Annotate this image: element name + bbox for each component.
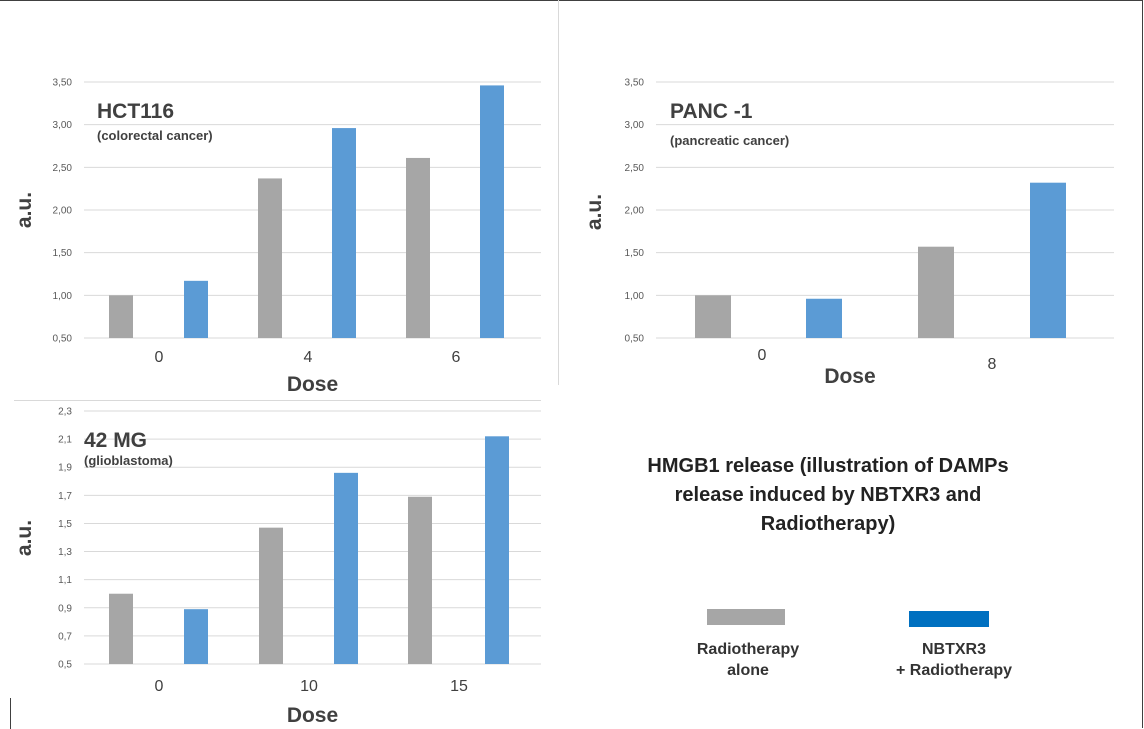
legend-label-radiotherapy: Radiotherapy alone [668,639,828,681]
y-axis-title: a.u. [13,192,36,228]
y-tick-label: 0,7 [58,631,72,642]
x-tick-label: 0 [758,347,767,364]
y-tick-label: 0,50 [53,334,73,345]
y-tick-label: 1,00 [53,291,73,302]
y-tick-label: 2,1 [58,435,72,446]
y-tick-label: 1,50 [625,248,645,259]
y-tick-label: 1,9 [58,463,72,474]
x-tick-label: 0 [155,678,164,695]
bar-nbtxr3 [332,128,356,338]
bar-nbtxr3 [806,298,842,338]
x-tick-label: 15 [450,678,468,695]
y-axis-title: a.u. [583,194,606,230]
x-tick-label: 6 [452,349,461,366]
legend-label-nbtxr3: NBTXR3 + Radiotherapy [869,639,1039,681]
y-tick-label: 2,00 [625,206,645,217]
y-tick-label: 2,50 [53,163,73,174]
chart-title: HCT116 [97,100,174,123]
bar-nbtxr3 [184,280,208,338]
chart-subtitle: (pancreatic cancer) [670,133,789,148]
bar-radiotherapy [695,295,731,338]
legend-label-line: + Radiotherapy [895,662,1013,679]
y-tick-label: 3,50 [53,78,73,89]
panel-divider-vertical [558,0,559,385]
x-tick-label: 10 [300,678,318,695]
chart-title: 42 MG [84,429,147,452]
y-tick-label: 0,5 [58,660,72,671]
y-tick-label: 3,50 [625,78,645,89]
y-tick-label: 1,1 [58,575,72,586]
bar-nbtxr3 [485,436,509,664]
y-tick-label: 0,9 [58,603,72,614]
bar-nbtxr3 [480,85,504,338]
legend-label-line: NBTXR3 [921,641,986,658]
bar-nbtxr3 [334,472,358,664]
y-tick-label: 2,3 [58,407,72,418]
x-tick-label: 8 [988,356,997,373]
legend-label-line: alone [727,662,769,679]
y-axis-title: a.u. [13,520,36,556]
chart-subtitle: (colorectal cancer) [97,128,213,143]
bar-radiotherapy [259,527,283,664]
chart-subtitle: (glioblastoma) [84,453,173,468]
x-axis-title: Dose [824,365,875,388]
legend-swatch-nbtxr3 [909,611,989,627]
panc1-chart: 0,50 1,00 1,50 2,00 2,50 3,00 3,50 0 8 Dose a.u. PA… [570,0,1140,400]
y-tick-label: 1,50 [53,248,73,259]
bar-nbtxr3 [1030,182,1066,338]
x-axis-title: Dose [287,704,338,727]
y-tick-label: 0,50 [625,334,645,345]
y-tick-label: 1,3 [58,547,72,558]
bar-radiotherapy [258,178,282,338]
x-tick-label: 4 [304,349,313,366]
y-tick-label: 1,7 [58,491,72,502]
y-tick-label: 1,5 [58,519,72,530]
x-tick-label: 0 [155,349,164,366]
legend-label-line: Radiotherapy [696,641,800,658]
panel-divider-horizontal [14,400,541,401]
bar-radiotherapy [918,246,954,338]
bar-radiotherapy [408,496,432,664]
chart-title: PANC -1 [670,100,753,123]
y-tick-label: 1,00 [625,291,645,302]
x-axis-title: Dose [287,373,338,396]
bar-radiotherapy [109,295,133,338]
y-tick-label: 2,50 [625,163,645,174]
y-tick-label: 3,00 [53,120,73,131]
legend-swatch-radiotherapy [707,609,785,625]
bar-radiotherapy [406,157,430,338]
y-tick-label: 2,00 [53,206,73,217]
frame-left-edge [10,698,11,729]
bar-radiotherapy [109,593,133,664]
42mg-chart: 0,5 0,7 0,9 1,1 1,3 1,5 1,7 1,9 2,1 2,3 0 10 15 Dose a… [0,400,560,729]
figure-caption: HMGB1 release (illustration of DAMPs rel… [647,455,1009,535]
y-tick-label: 3,00 [625,120,645,131]
hct116-chart: 0,50 1,00 1,50 2,00 2,50 3,00 3,50 0 4 6 Dose a.u. H… [0,0,560,400]
bar-nbtxr3 [184,609,208,664]
